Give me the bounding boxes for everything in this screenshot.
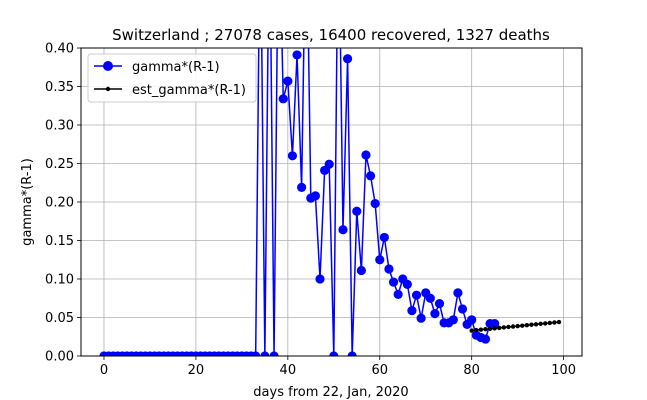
data-point-series-1	[448, 315, 458, 325]
data-point-series-1	[375, 255, 385, 265]
x-axis-label: days from 22, Jan, 2020	[253, 385, 408, 400]
data-point-series-1	[388, 277, 399, 287]
data-point-series-2	[515, 323, 520, 329]
data-point-series-1	[393, 289, 403, 299]
y-tick-label: 0.15	[45, 234, 74, 249]
y-tick-label: 0.35	[45, 80, 74, 95]
data-point-series-2	[543, 321, 548, 326]
chart-title: Switzerland ; 27078 cases, 16400 recover…	[112, 26, 550, 44]
data-point-series-1	[324, 159, 334, 169]
y-tick-label: 0.30	[45, 119, 74, 134]
legend-label-gamma: gamma*(R-1)	[132, 60, 220, 75]
data-point-series-1	[283, 76, 293, 86]
data-point-series-1	[467, 315, 477, 325]
data-point-series-1	[453, 288, 463, 298]
x-tick-label: 80	[463, 363, 480, 378]
x-tick-label: 20	[188, 363, 205, 378]
x-tick-label: 40	[280, 363, 297, 378]
data-point-series-2	[556, 319, 562, 325]
data-point-series-2	[487, 326, 493, 332]
data-point-series-1	[361, 150, 371, 160]
legend-marker-est	[105, 86, 111, 92]
data-point-series-1	[329, 351, 339, 356]
data-point-series-1	[251, 351, 261, 356]
data-point-series-2	[483, 327, 488, 332]
data-point-series-1	[310, 191, 321, 201]
data-point-series-2	[506, 324, 511, 330]
y-tick-label: 0.05	[45, 311, 74, 326]
data-point-series-1	[269, 351, 279, 356]
data-point-series-1	[407, 305, 417, 316]
legend-marker-gamma	[103, 61, 113, 71]
x-axis-ticks: 0 20 40 60 80 100	[100, 356, 576, 378]
legend-label-est: est_gamma*(R-1)	[132, 83, 246, 98]
data-point-series-1	[416, 313, 426, 323]
data-point-series-2	[533, 322, 539, 327]
data-point-series-2	[529, 322, 534, 327]
data-point-series-1	[402, 279, 412, 289]
data-point-series-1	[480, 334, 491, 344]
data-point-series-2	[478, 327, 484, 332]
x-tick-label: 100	[551, 363, 576, 378]
data-point-series-1	[430, 309, 440, 319]
data-point-series-1	[352, 206, 362, 216]
data-point-series-2	[501, 325, 507, 330]
plot-area	[99, 48, 562, 356]
data-point-series-1	[260, 351, 270, 356]
data-point-series-2	[492, 326, 497, 331]
y-axis-ticks: 0.00 0.05 0.10 0.15 0.20 0.25 0.30 0.35 0.40	[45, 42, 81, 365]
data-point-series-1	[434, 299, 445, 309]
data-point-series-2	[510, 324, 516, 329]
data-point-series-1	[356, 265, 366, 276]
x-tick-label: 60	[371, 363, 388, 378]
data-point-series-1	[347, 351, 357, 356]
data-point-series-2	[497, 325, 502, 331]
legend: gamma*(R-1) est_gamma*(R-1)	[87, 53, 257, 103]
x-tick-label: 0	[100, 363, 108, 378]
data-point-series-2	[524, 323, 530, 328]
data-point-series-2	[552, 320, 557, 325]
data-point-series-1	[315, 274, 325, 284]
data-point-series-1	[384, 264, 394, 274]
data-point-series-2	[538, 321, 543, 327]
data-point-series-1	[287, 151, 298, 161]
data-point-series-1	[425, 293, 435, 303]
data-point-series-1	[490, 319, 500, 329]
data-point-series-1	[278, 94, 288, 104]
data-point-series-1	[457, 304, 468, 314]
data-point-series-2	[547, 320, 553, 326]
y-tick-label: 0.40	[45, 42, 74, 57]
grid-lines	[81, 47, 582, 357]
data-point-series-1	[292, 50, 302, 60]
data-point-series-2	[469, 328, 474, 333]
data-point-series-1	[297, 182, 307, 192]
y-tick-label: 0.20	[45, 196, 74, 211]
data-point-series-1	[370, 198, 380, 209]
data-point-series-1	[379, 232, 389, 243]
data-point-series-1	[411, 290, 422, 300]
y-tick-label: 0.00	[45, 350, 74, 365]
y-tick-label: 0.25	[45, 157, 74, 172]
data-point-series-2	[474, 327, 479, 333]
legend-box	[87, 53, 257, 103]
data-point-series-1	[342, 54, 353, 64]
data-point-series-2	[520, 323, 525, 328]
y-axis-label: gamma*(R-1)	[20, 158, 35, 246]
y-tick-label: 0.10	[45, 273, 74, 288]
data-point-series-1	[338, 225, 348, 235]
data-point-series-1	[365, 171, 376, 181]
